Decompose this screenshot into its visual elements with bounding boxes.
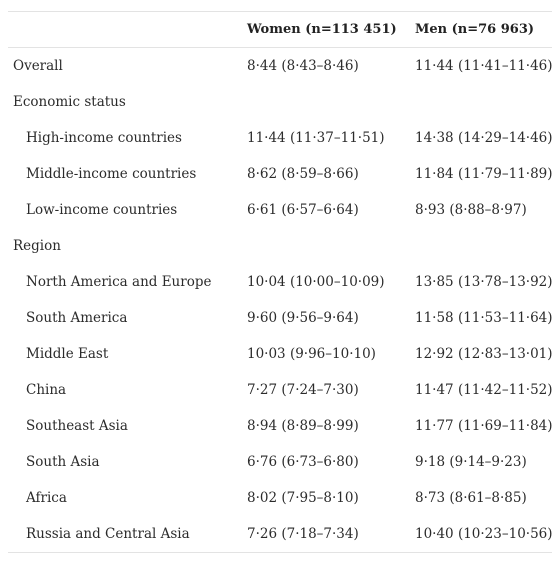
data-table: Women (n=113 451) Men (n=76 963) Overall… — [8, 11, 553, 553]
cell-women: 8·02 (7·95–8·10) — [247, 490, 359, 506]
table-row: Southeast Asia 8·94 (8·89–8·99) 11·77 (11·… — [8, 408, 553, 444]
cell-women: 8·44 (8·43–8·46) — [247, 58, 359, 74]
cell-women: 6·76 (6·73–6·80) — [247, 454, 359, 470]
row-label: Southeast Asia — [26, 418, 128, 434]
cell-women: 7·27 (7·24–7·30) — [247, 382, 359, 398]
cell-men: 11·47 (11·42–11·52) — [415, 382, 553, 398]
cell-men: 11·44 (11·41–11·46) — [415, 58, 553, 74]
table-row: Africa 8·02 (7·95–8·10) 8·73 (8·61–8·85) — [8, 480, 552, 516]
table-row: Economic status — [8, 84, 552, 120]
cell-men: 10·40 (10·23–10·56) — [415, 526, 553, 542]
table-row: North America and Europe 10·04 (10·00–10·… — [8, 264, 553, 300]
cell-women: 6·61 (6·57–6·64) — [247, 202, 359, 218]
row-label: Low-income countries — [26, 202, 178, 218]
row-label: Russia and Central Asia — [26, 526, 190, 542]
row-label: Region — [13, 238, 61, 254]
cell-men: 14·38 (14·29–14·46) — [415, 130, 553, 146]
cell-men: 11·58 (11·53–11·64) — [415, 310, 553, 326]
table-row: Middle East 10·03 (9·96–10·10) 12·92 (12·8… — [8, 336, 553, 372]
table-row: Middle-income countries 8·62 (8·59–8·66) 1… — [8, 156, 553, 192]
cell-men: 9·18 (9·14–9·23) — [415, 454, 527, 470]
row-label: China — [26, 382, 67, 398]
row-label: Middle East — [26, 346, 109, 362]
row-label: Overall — [13, 58, 63, 74]
row-label: South Asia — [26, 454, 100, 470]
cell-women: 11·44 (11·37–11·51) — [247, 130, 385, 146]
header-cell-women: Women (n=113 451) — [247, 22, 397, 37]
cell-men: 13·85 (13·78–13·92) — [415, 274, 553, 290]
row-label: Economic status — [13, 94, 126, 110]
table-row: South Asia 6·76 (6·73–6·80) 9·18 (9·14–9·2… — [8, 444, 552, 480]
cell-women: 10·03 (9·96–10·10) — [247, 346, 376, 362]
row-label: South America — [26, 310, 128, 326]
table-row: Russia and Central Asia 7·26 (7·18–7·34) 1… — [8, 516, 553, 552]
cell-men: 12·92 (12·83–13·01) — [415, 346, 553, 362]
table-row: Low-income countries 6·61 (6·57–6·64) 8·93… — [8, 192, 552, 228]
table-header: Women (n=113 451) Men (n=76 963) — [8, 12, 552, 48]
row-label: North America and Europe — [26, 274, 212, 290]
cell-women: 10·04 (10·00–10·09) — [247, 274, 385, 290]
cell-women: 8·62 (8·59–8·66) — [247, 166, 359, 182]
row-label: Middle-income countries — [26, 166, 197, 182]
header-cell-men: Men (n=76 963) — [415, 22, 535, 37]
table-body: Overall 8·44 (8·43–8·46) 11·44 (11·41–11·4… — [8, 48, 553, 552]
row-label: Africa — [26, 490, 67, 506]
cell-men: 11·84 (11·79–11·89) — [415, 166, 553, 182]
table-row: Region — [8, 228, 552, 264]
table-row: High-income countries 11·44 (11·37–11·51)… — [8, 120, 553, 156]
cell-women: 7·26 (7·18–7·34) — [247, 526, 359, 542]
table-row: Overall 8·44 (8·43–8·46) 11·44 (11·41–11·4… — [8, 48, 553, 84]
table-row: South America 9·60 (9·56–9·64) 11·58 (11·5… — [8, 300, 553, 336]
cell-men: 11·77 (11·69–11·84) — [415, 418, 553, 434]
row-label: High-income countries — [26, 130, 182, 146]
cell-women: 9·60 (9·56–9·64) — [247, 310, 359, 326]
cell-men: 8·73 (8·61–8·85) — [415, 490, 527, 506]
cell-men: 8·93 (8·88–8·97) — [415, 202, 527, 218]
cell-women: 8·94 (8·89–8·99) — [247, 418, 359, 434]
table-row: China 7·27 (7·24–7·30) 11·47 (11·42–11·52) — [8, 372, 553, 408]
